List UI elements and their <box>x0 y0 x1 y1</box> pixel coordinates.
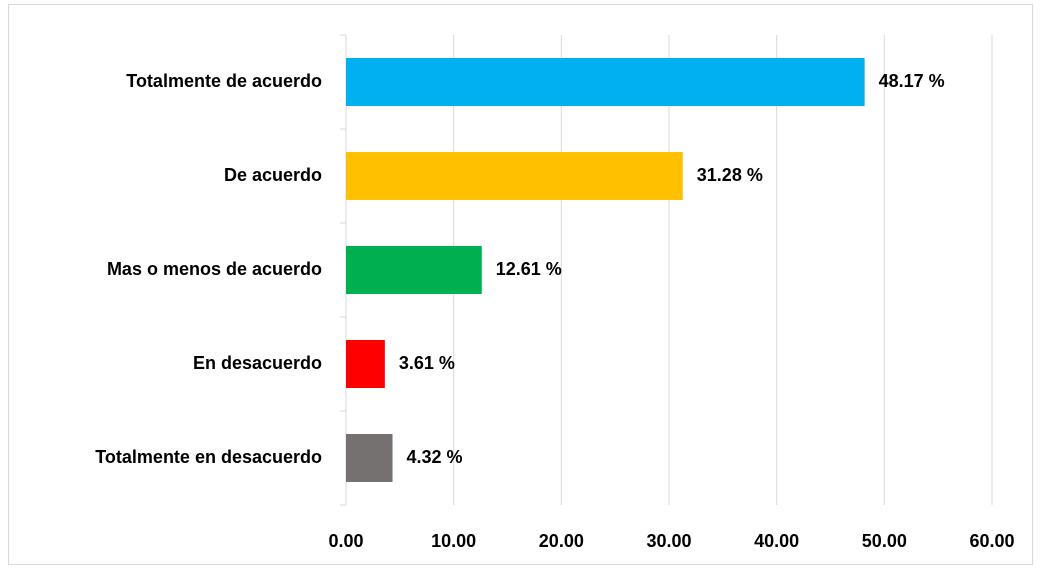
y-tick-label: Totalmente en desacuerdo <box>95 447 322 467</box>
bar <box>346 58 865 106</box>
value-label: 48.17 % <box>879 71 945 91</box>
value-label: 4.32 % <box>407 447 463 467</box>
x-tick-label: 60.00 <box>969 531 1014 551</box>
y-tick-label: De acuerdo <box>224 165 322 185</box>
value-label: 31.28 % <box>697 165 763 185</box>
bar <box>346 434 393 482</box>
y-tick-label: Mas o menos de acuerdo <box>107 259 322 279</box>
bar <box>346 246 482 294</box>
x-tick-label: 50.00 <box>862 531 907 551</box>
value-label: 3.61 % <box>399 353 455 373</box>
x-tick-label: 40.00 <box>754 531 799 551</box>
x-tick-label: 10.00 <box>431 531 476 551</box>
bar <box>346 152 683 200</box>
y-tick-label: Totalmente de acuerdo <box>126 71 322 91</box>
value-label: 12.61 % <box>496 259 562 279</box>
x-tick-label: 30.00 <box>646 531 691 551</box>
bar <box>346 340 385 388</box>
x-tick-label: 20.00 <box>539 531 584 551</box>
y-tick-label: En desacuerdo <box>193 353 322 373</box>
x-tick-label: 0.00 <box>328 531 363 551</box>
